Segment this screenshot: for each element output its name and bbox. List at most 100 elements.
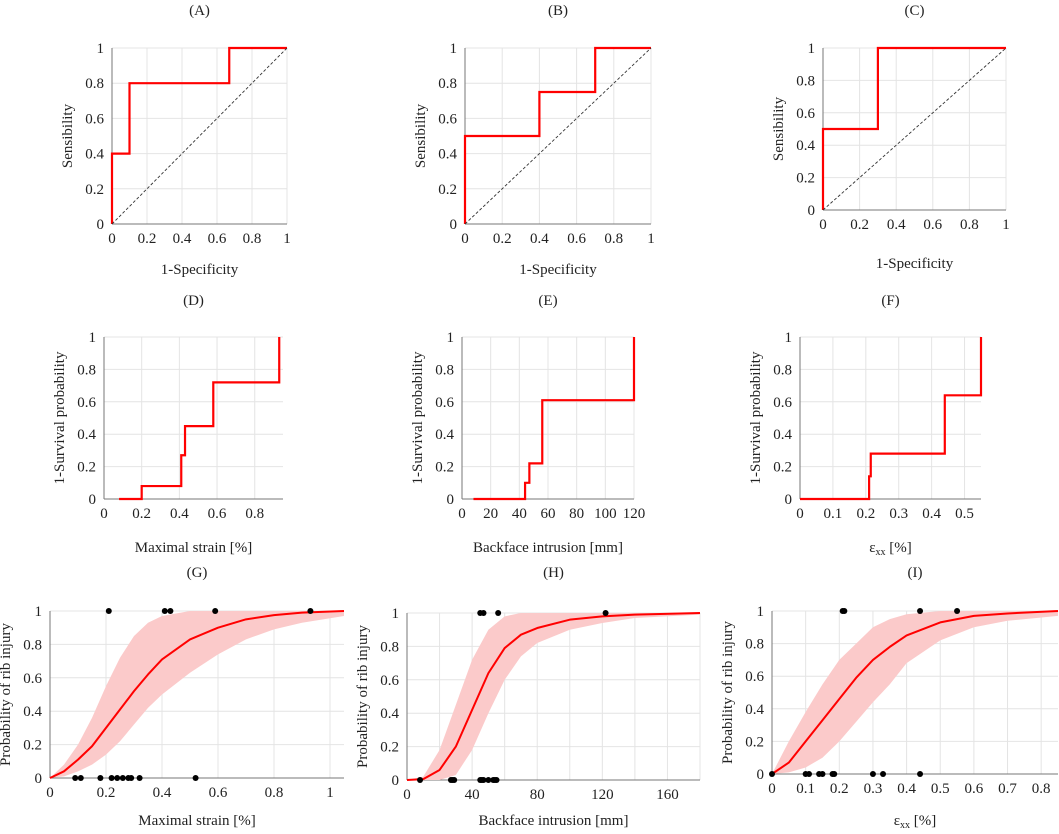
panel-title: (A) <box>189 3 210 19</box>
x-axis-label: Maximal strain [%] <box>135 540 252 556</box>
y-tick-label: 0.4 <box>796 138 815 154</box>
survival-step-line <box>119 337 281 501</box>
panel-title: (C) <box>905 3 925 19</box>
y-tick-label: 0.2 <box>77 460 96 476</box>
data-point <box>307 608 314 614</box>
data-point <box>769 771 775 777</box>
probability-curve <box>406 612 701 781</box>
y-tick-label: 0.4 <box>773 427 792 443</box>
y-axis-label: Probability of rib injury <box>355 625 371 768</box>
data-point <box>105 608 112 614</box>
data-point <box>954 608 961 614</box>
x-tick-label: 80 <box>530 787 545 803</box>
data-point <box>136 775 143 781</box>
ROC-step-line <box>463 46 651 224</box>
x-tick-label: 0.4 <box>173 231 192 247</box>
y-tick-label: 0.8 <box>796 73 815 89</box>
data-point <box>806 771 813 777</box>
x-tick-label: 1 <box>283 231 291 247</box>
x-tick-label: 0.8 <box>604 231 623 247</box>
y-tick-label: 0.8 <box>85 76 104 92</box>
y-axis-label: Sensibility <box>60 103 76 168</box>
data-point <box>108 775 115 781</box>
x-axis-label-main: 1-Specificity <box>519 262 597 278</box>
y-tick-label: 0.4 <box>77 427 96 443</box>
x-tick-label: 0.2 <box>830 781 849 797</box>
data-point <box>493 777 500 783</box>
x-tick-label: 40 <box>465 787 480 803</box>
x-tick-label: 0.8 <box>1032 781 1051 797</box>
x-tick-label: 0.8 <box>265 785 284 801</box>
panel-title: (G) <box>187 565 208 581</box>
x-tick-label: 0.5 <box>955 506 974 522</box>
x-axis-label: Maximal strain [%] <box>138 813 255 829</box>
x-tick-label: 0.2 <box>850 217 869 233</box>
x-tick-label: 0.4 <box>887 217 906 233</box>
y-tick-label: 1 <box>447 330 455 346</box>
panel-g: 0 0.2 0.4 0.6 0.8 1 0 0.2 0.4 0.6 0.8 1 (G) Maximal s… <box>0 565 345 829</box>
y-axis-label: Probability of rib injury <box>0 623 14 766</box>
y-tick-label: 0.6 <box>796 106 815 122</box>
data-point <box>97 775 104 781</box>
y-tick-label: 0.6 <box>77 395 96 411</box>
y-tick-label: 1 <box>450 41 458 57</box>
x-tick-label: 0.3 <box>889 506 908 522</box>
x-tick-label: 0.4 <box>170 506 189 522</box>
panel-d: 0 0.2 0.4 0.6 0.8 0 0.2 0.4 0.6 0.8 1 (D) Maximal st… <box>52 293 283 556</box>
y-tick-label: 0.2 <box>438 182 457 198</box>
x-tick-label: 0 <box>461 231 469 247</box>
y-tick-label: 0.6 <box>773 395 792 411</box>
y-tick-label: 0.4 <box>380 706 399 722</box>
chance-diagonal-line <box>464 47 652 225</box>
x-axis-label-main: Backface intrusion [mm] <box>479 813 629 829</box>
x-tick-label: 1 <box>647 231 655 247</box>
x-axis-label-main: ε <box>869 540 875 556</box>
y-tick-label: 0 <box>35 771 43 787</box>
x-tick-label: 0.1 <box>796 781 815 797</box>
x-axis-label-main: Maximal strain [%] <box>135 540 252 556</box>
data-point <box>869 771 876 777</box>
data-point <box>917 771 924 777</box>
y-tick-label: 0.4 <box>435 427 454 443</box>
x-tick-label: 0.2 <box>97 785 116 801</box>
y-tick-label: 1 <box>35 604 43 620</box>
panel-title: (B) <box>548 3 568 19</box>
x-tick-label: 0.4 <box>530 231 549 247</box>
x-axis-label: 1-Specificity <box>876 256 954 272</box>
x-tick-label: 0.7 <box>998 781 1017 797</box>
y-tick-label: 0.2 <box>435 460 454 476</box>
panel-c: 0 0.2 0.4 0.6 0.8 1 0 0.2 0.4 0.6 0.8 1 (C) 1-Specifi… <box>771 3 1010 272</box>
data-point <box>114 775 121 781</box>
x-tick-label: 0 <box>796 506 804 522</box>
confidence-band <box>772 611 1058 774</box>
x-axis-label-main: 1-Specificity <box>876 256 954 272</box>
data-point <box>831 771 838 777</box>
x-tick-label: 0.4 <box>897 781 916 797</box>
x-tick-label: 0.3 <box>864 781 883 797</box>
y-tick-label: 0.4 <box>23 704 42 720</box>
x-tick-label: 0.6 <box>209 785 228 801</box>
x-tick-label: 0 <box>100 506 108 522</box>
panel-a: 0 0.2 0.4 0.6 0.8 1 0 0.2 0.4 0.6 0.8 1 (A) 1-Specifi… <box>60 3 291 278</box>
y-axis-label: Sensibility <box>413 103 429 168</box>
y-tick-label: 0 <box>450 217 458 233</box>
data-point <box>480 777 487 783</box>
data-point <box>72 775 79 781</box>
data-point <box>161 608 168 614</box>
x-tick-label: 0 <box>768 781 776 797</box>
x-tick-label: 0.2 <box>856 506 875 522</box>
y-tick-label: 0.2 <box>85 182 104 198</box>
y-tick-label: 0.8 <box>23 637 42 653</box>
x-tick-label: 0.6 <box>567 231 586 247</box>
x-axis-label: Backface intrusion [mm] <box>479 813 629 829</box>
x-tick-label: 160 <box>656 787 679 803</box>
x-axis-label: εxx [%] <box>894 813 937 831</box>
data-point <box>77 775 84 781</box>
x-tick-label: 80 <box>569 506 584 522</box>
x-axis-label-subscript: xx <box>900 820 910 831</box>
panel-title: (E) <box>538 293 557 309</box>
y-tick-label: 0.4 <box>438 147 457 163</box>
panel-e: 0 20 40 60 80 100 120 0 0.2 0.4 0.6 0.8 1 (E) Backface… <box>410 293 645 556</box>
probability-curve <box>49 610 345 779</box>
